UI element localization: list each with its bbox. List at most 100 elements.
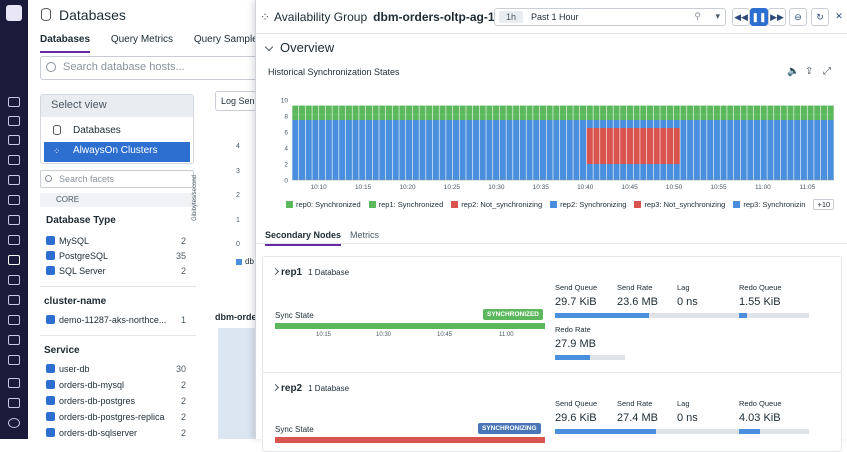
legend-swatch [634, 201, 642, 208]
rep2-synchronizing-bar [800, 164, 807, 180]
rewind-button[interactable]: ◀◀ [732, 8, 750, 26]
rep2-synchronizing-bar [559, 164, 567, 180]
facet-label: PostgreSQL [59, 251, 109, 261]
integrations-nav-icon[interactable] [8, 235, 20, 245]
checkbox[interactable] [46, 251, 55, 260]
metric-value: 27.4 MB [617, 412, 658, 424]
monitors-nav-icon[interactable] [8, 195, 20, 205]
log-button[interactable]: Log Senu [215, 91, 260, 111]
legend-swatch [550, 201, 558, 208]
rep1-synchronized-bar [774, 114, 781, 120]
rep3-not-synchronizing-bar [673, 128, 680, 164]
legend-item[interactable]: rep2: Synchronizing [550, 200, 626, 209]
view-databases[interactable]: Databases [41, 122, 193, 142]
search-nav-icon[interactable] [8, 97, 20, 107]
settings-nav-icon[interactable] [8, 355, 20, 365]
rep2-synchronizing-bar [352, 120, 359, 128]
tab-databases[interactable]: Databases [40, 34, 91, 53]
node-header[interactable]: rep2 1 Database [281, 383, 349, 394]
panel-header: ⁘ Availability Group dbm-orders-oltp-ag-1… [256, 0, 847, 34]
overview-section-toggle[interactable]: Overview [264, 40, 334, 55]
legend-item[interactable]: rep1: Synchronized [368, 200, 443, 209]
facet-database-type[interactable]: Database Type [46, 215, 116, 226]
checkbox[interactable] [46, 236, 55, 245]
checkbox[interactable] [46, 396, 55, 405]
rep3-synchronizing-bar [352, 128, 359, 164]
tab-query-samples[interactable]: Query Samples [193, 34, 263, 45]
expand-icon[interactable]: ⤢ [823, 66, 831, 77]
pause-button[interactable]: ❚❚ [750, 8, 768, 26]
watchdog-nav-icon[interactable] [8, 116, 20, 126]
ytick: 0 [236, 241, 240, 248]
chevron-right-icon[interactable] [271, 267, 280, 276]
legend-item[interactable]: rep2: Not_synchronizing [451, 200, 542, 209]
search-input[interactable]: Search database hosts... [40, 56, 280, 80]
rep3-synchronizing-bar [345, 128, 352, 164]
chevron-down-icon[interactable]: ▾ [715, 11, 720, 21]
view-alwayson-clusters[interactable]: ⁘ AlwaysOn Clusters [44, 142, 190, 162]
help-nav-icon[interactable] [8, 398, 20, 408]
metrics-nav-icon[interactable] [8, 215, 20, 225]
metric-bar [555, 429, 625, 434]
checkbox[interactable] [46, 364, 55, 373]
rep1-synchronized-bar [432, 114, 439, 120]
tab-query-metrics[interactable]: Query Metrics [110, 34, 174, 45]
rep2-synchronizing-bar [399, 120, 406, 128]
rep0-synchronized-bar [613, 105, 620, 115]
rep3-synchronizing-bar [439, 128, 446, 164]
legend-more-button[interactable]: +10 [813, 199, 835, 210]
y-axis-label: Gibibytes/second [192, 174, 199, 222]
pin-icon[interactable]: ⚲ [694, 11, 701, 21]
app-logo-icon[interactable] [6, 5, 22, 21]
rep1-synchronized-bar [566, 114, 573, 120]
tab-secondary-nodes[interactable]: Secondary Nodes [265, 230, 342, 246]
time-selector[interactable]: 1h Past 1 Hour ⚲ ▾ [494, 8, 726, 26]
chevron-right-icon[interactable] [271, 383, 280, 392]
rep3-synchronizing-bar [406, 128, 413, 164]
checkbox[interactable] [46, 266, 55, 275]
checkbox[interactable] [46, 428, 55, 437]
rep0-synchronized-bar [392, 105, 399, 115]
rep2-synchronizing-bar [479, 120, 486, 128]
speaker-icon[interactable]: 🔈 [787, 66, 800, 77]
rep1-synchronized-bar [365, 114, 372, 120]
tab-metrics[interactable]: Metrics [350, 230, 379, 240]
legend-item[interactable]: rep3: Synchronizin [733, 200, 805, 209]
zoom-out-icon[interactable]: ⊖ [789, 8, 807, 26]
rep2-synchronizing-bar [807, 164, 814, 180]
user-avatar-icon[interactable] [8, 418, 20, 428]
export-icon[interactable]: ⇪ [805, 66, 814, 77]
forward-button[interactable]: ▶▶ [768, 8, 786, 26]
legend-item[interactable]: rep0: Synchronized [286, 200, 361, 209]
synthetics-nav-icon[interactable] [8, 335, 20, 345]
facet-service[interactable]: Service [44, 345, 80, 356]
security-nav-icon[interactable] [8, 275, 20, 285]
rep2-synchronizing-bar [499, 164, 506, 180]
dashboards-nav-icon[interactable] [8, 155, 20, 165]
refresh-icon[interactable]: ↻ [811, 8, 829, 26]
node-card-rep2: rep2 1 Database Sync State SYNCHRONIZING … [262, 372, 842, 452]
close-icon[interactable]: ✕ [835, 11, 843, 21]
rep2-synchronizing-bar [359, 164, 366, 180]
core-section-header[interactable]: CORE [40, 193, 196, 207]
node-header[interactable]: rep1 1 Database [281, 267, 349, 278]
apm-nav-icon[interactable] [8, 255, 20, 265]
legend-item[interactable]: rep3: Not_synchronizing [634, 200, 725, 209]
logs-nav-icon[interactable] [8, 295, 20, 305]
events-nav-icon[interactable] [8, 135, 20, 145]
rep3-synchronizing-bar [780, 128, 787, 164]
checkbox[interactable] [46, 380, 55, 389]
rep1-synchronized-bar [713, 114, 720, 120]
checkbox[interactable] [46, 412, 55, 421]
rum-nav-icon[interactable] [8, 315, 20, 325]
legend-swatch [286, 201, 293, 208]
sync-badge: SYNCHRONIZED [483, 309, 544, 320]
rep2-synchronizing-bar [606, 120, 613, 128]
cluster-icon: ⁘ [53, 146, 61, 156]
infrastructure-nav-icon[interactable] [8, 175, 20, 185]
facet-search-input[interactable]: Search facets [40, 170, 194, 188]
facet-cluster-name[interactable]: cluster-name [44, 296, 107, 307]
rep2-synchronizing-bar [546, 164, 553, 180]
chat-nav-icon[interactable] [8, 378, 20, 388]
checkbox[interactable] [46, 315, 55, 324]
